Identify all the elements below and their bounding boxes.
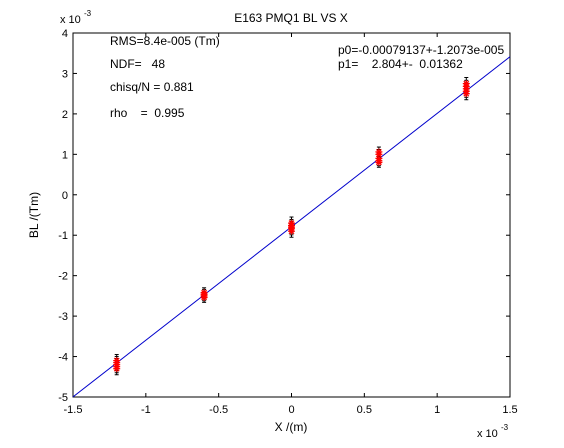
x-tick-label: 1 bbox=[434, 404, 440, 416]
y-tick-label: -1 bbox=[58, 230, 68, 242]
y-tick-label: -5 bbox=[58, 392, 68, 404]
star-marker-stroke bbox=[201, 294, 208, 301]
x-tick-label: -1.5 bbox=[64, 404, 83, 416]
y-exponent-power: -3 bbox=[84, 9, 92, 18]
chisq-annotation: chisq/N = 0.881 bbox=[110, 80, 194, 94]
x-axis-label: X /(m) bbox=[275, 420, 308, 434]
y-tick-label: 2 bbox=[62, 109, 68, 121]
rms-annotation: RMS=8.4e-005 (Tm) bbox=[110, 34, 220, 48]
data-points bbox=[113, 80, 470, 373]
plot-area bbox=[72, 32, 511, 398]
data-point bbox=[200, 294, 208, 302]
x-tick-labels: -1.5 -1 -0.5 0 0.5 1 1.5 bbox=[64, 404, 518, 416]
star-marker-stroke bbox=[113, 365, 120, 372]
y-axis-exponent: x 10 -3 bbox=[60, 9, 92, 26]
x-exponent-power: -3 bbox=[501, 423, 509, 432]
rho-annotation: rho = 0.995 bbox=[110, 106, 185, 120]
data-point bbox=[462, 80, 470, 88]
x-tick-label: 0 bbox=[288, 404, 294, 416]
x-axis-exponent: x 10 -3 bbox=[477, 423, 509, 440]
star-marker-stroke bbox=[288, 228, 295, 235]
x-exponent-base: x 10 bbox=[477, 428, 498, 440]
p1-annotation: p1= 2.804+- 0.01362 bbox=[338, 57, 463, 71]
axis-ticks bbox=[72, 32, 511, 398]
ndf-annotation: NDF= 48 bbox=[110, 57, 165, 71]
x-tick-label: 0.5 bbox=[357, 404, 372, 416]
y-tick-label: 4 bbox=[62, 28, 68, 40]
y-tick-label: 3 bbox=[62, 68, 68, 80]
y-tick-label: -4 bbox=[58, 352, 68, 364]
y-tick-label: -3 bbox=[58, 311, 68, 323]
data-point bbox=[288, 227, 295, 235]
x-tick-label: -0.5 bbox=[209, 404, 228, 416]
data-point bbox=[113, 365, 121, 373]
y-tick-labels: -5 -4 -3 -2 -1 0 1 2 3 4 bbox=[58, 28, 68, 404]
data-point bbox=[375, 148, 383, 156]
y-axis-label: BL /(Tm) bbox=[27, 192, 41, 238]
x-tick-label: -1 bbox=[141, 404, 151, 416]
x-tick-label: 1.5 bbox=[502, 404, 517, 416]
y-tick-label: 1 bbox=[62, 149, 68, 161]
star-marker-stroke bbox=[463, 80, 470, 87]
star-marker-stroke bbox=[375, 148, 382, 155]
y-tick-label: 0 bbox=[62, 190, 68, 202]
p0-annotation: p0=-0.00079137+-1.2073e-005 bbox=[338, 43, 504, 57]
y-exponent-base: x 10 bbox=[60, 14, 81, 26]
fit-annotations: RMS=8.4e-005 (Tm) NDF= 48 chisq/N = 0.88… bbox=[110, 34, 504, 120]
y-tick-label: -2 bbox=[58, 271, 68, 283]
chart-title: E163 PMQ1 BL VS X bbox=[234, 11, 348, 25]
